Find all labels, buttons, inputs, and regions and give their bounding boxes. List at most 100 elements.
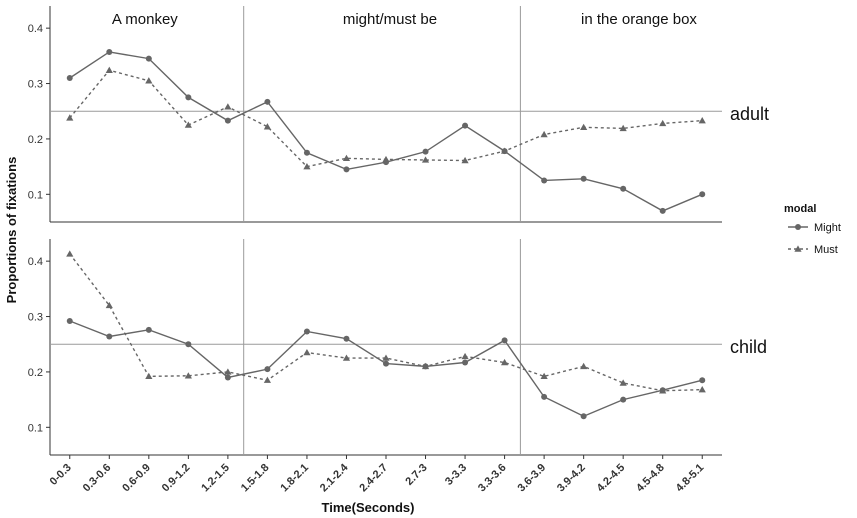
data-point (184, 121, 192, 128)
data-point (66, 114, 74, 121)
data-point (105, 66, 113, 73)
data-point (145, 55, 152, 62)
data-point (383, 360, 389, 367)
y-tick-label: 0.2 (28, 134, 43, 146)
facet-label: adult (730, 104, 769, 124)
x-tick-label: 3.9-4.2 (555, 462, 588, 495)
data-point (106, 333, 113, 340)
data-point (343, 166, 350, 173)
x-tick-label: 4.5-4.8 (634, 462, 667, 495)
y-tick-label: 0.1 (28, 189, 43, 201)
data-point (580, 123, 588, 130)
x-tick-label: 0.9-1.2 (160, 462, 193, 495)
y-tick-label: 0.2 (28, 367, 43, 379)
data-point (500, 358, 509, 366)
data-point (224, 374, 231, 381)
data-point (66, 317, 73, 324)
data-point (461, 156, 469, 164)
data-point (303, 348, 311, 356)
x-tick-label: 0-0.3 (48, 462, 74, 488)
x-tick-label: 2.7-3 (403, 462, 429, 488)
data-point (580, 362, 588, 370)
data-point (580, 175, 587, 182)
y-tick-label: 0.1 (28, 422, 43, 434)
data-point (303, 163, 311, 170)
y-tick-label: 0.4 (28, 256, 43, 268)
panel-adult: 0.1 0.2 0.3 0.4 A monkey might/must be in the … (28, 6, 769, 223)
data-point (620, 185, 627, 192)
data-point (343, 335, 350, 342)
series-must (66, 66, 706, 170)
data-point (659, 207, 666, 214)
x-tick-label: 3.6-3.9 (516, 462, 549, 495)
series-line (69, 253, 703, 392)
facet-label: child (730, 337, 767, 357)
data-point (145, 326, 152, 333)
data-point (540, 130, 548, 138)
data-point (382, 155, 390, 163)
data-point (145, 77, 153, 84)
data-point (500, 147, 509, 154)
data-point (462, 359, 469, 366)
data-point (619, 379, 627, 386)
segment-label: in the orange box (581, 11, 697, 28)
data-point (541, 393, 548, 400)
data-point (619, 124, 627, 132)
data-point (66, 75, 73, 81)
series-might (66, 317, 706, 420)
y-tick-label: 0.3 (28, 312, 43, 324)
data-point (501, 337, 508, 344)
data-point (699, 377, 706, 384)
legend: Might Must (788, 222, 841, 256)
x-tick-label: 1.5-1.8 (239, 462, 272, 495)
x-tick-label: 1.8-2.1 (278, 462, 311, 495)
legend-marker (794, 245, 802, 252)
x-tick-label: 3.3-3.6 (476, 462, 509, 495)
series-line (69, 69, 703, 168)
legend-item-might: Might (788, 222, 841, 234)
data-point (620, 396, 627, 403)
x-tick-label: 2.1-2.4 (318, 461, 351, 494)
x-tick-label: 4.8-5.1 (674, 462, 707, 495)
y-tick-label: 0.3 (28, 79, 43, 91)
data-point (264, 98, 271, 105)
series-line (69, 320, 703, 417)
data-point (106, 48, 113, 55)
data-point (224, 103, 232, 110)
x-axis-title: Time(Seconds) (322, 500, 415, 515)
chart-panels: 0.1 0.2 0.3 0.4 A monkey might/must be in the … (28, 6, 769, 494)
legend-title: modal (784, 203, 816, 215)
segment-label: A monkey (112, 11, 178, 28)
data-point (580, 413, 587, 420)
data-point (66, 250, 74, 257)
legend-label: Must (814, 244, 838, 256)
legend-label: Might (814, 222, 841, 234)
x-tick-label: 1.2-1.5 (199, 462, 232, 495)
panel-child: 0.1 0.2 0.3 0.4 child 0-0.3 0.3-0.6 0.6-0.9 0.9-… (28, 239, 767, 494)
data-point (421, 156, 430, 163)
data-point (698, 386, 706, 393)
data-point (303, 149, 310, 156)
legend-item-must: Must (788, 244, 838, 256)
data-point (263, 376, 272, 383)
data-point (145, 372, 153, 380)
y-axis-title: Proportions of fixations (4, 157, 19, 304)
data-point (224, 117, 231, 124)
legend-marker (795, 224, 801, 230)
data-point (382, 354, 390, 361)
segment-label: might/must be (343, 11, 437, 28)
data-point (422, 148, 429, 155)
x-tick-label: 3-3.3 (443, 462, 469, 488)
data-point (461, 352, 469, 360)
data-point (342, 354, 351, 361)
x-tick-label: 2.4-2.7 (357, 462, 390, 495)
data-point (659, 387, 667, 394)
data-point (185, 341, 192, 348)
x-tick-label: 0.6-0.9 (120, 462, 153, 495)
y-tick-label: 0.4 (28, 23, 43, 35)
data-point (263, 123, 272, 130)
data-point (264, 366, 271, 373)
x-tick-label: 0.3-0.6 (81, 462, 114, 495)
data-point (462, 122, 469, 129)
